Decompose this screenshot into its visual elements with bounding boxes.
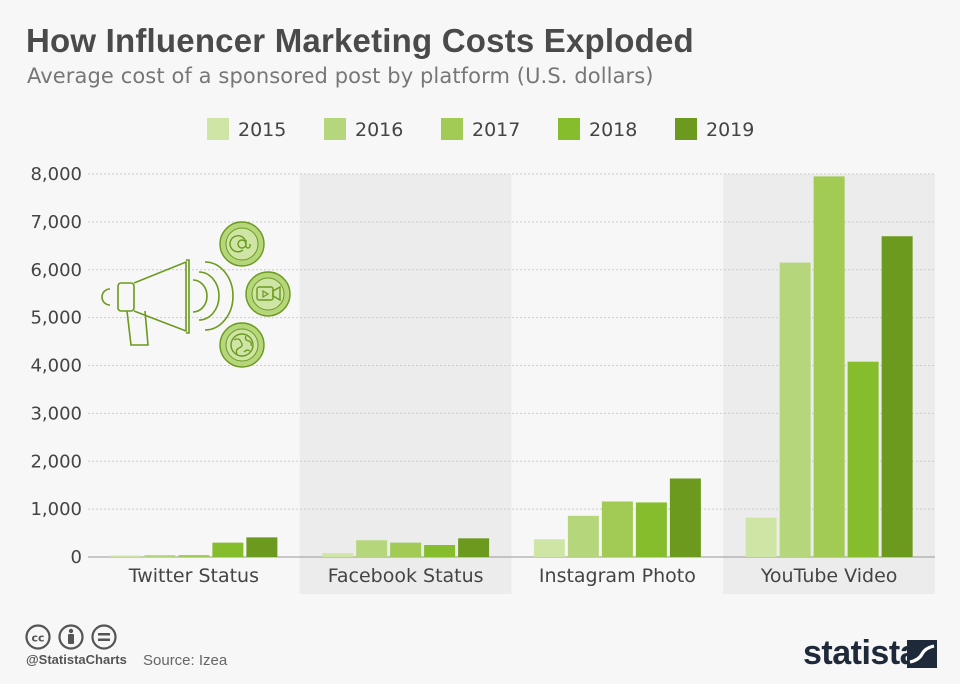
legend-label: 2016 (355, 119, 403, 141)
no-derivatives-icon (91, 624, 117, 650)
bar-2019 (669, 478, 701, 557)
bar-2017 (601, 501, 633, 557)
y-tick-label: 7,000 (30, 212, 82, 233)
category-label: Twitter Status (128, 565, 259, 587)
bars (110, 176, 913, 558)
bar-2015 (533, 539, 565, 557)
bar-2017 (390, 542, 422, 557)
license-icons: cc (25, 624, 117, 650)
legend-label: 2019 (706, 119, 754, 141)
legend-swatch (324, 118, 346, 140)
legend-label: 2018 (589, 119, 637, 141)
category-label: Instagram Photo (539, 565, 696, 587)
page-title: How Influencer Marketing Costs Exploded (26, 22, 694, 59)
bar-2018 (635, 502, 667, 557)
bar-2016 (356, 540, 388, 557)
legend-swatch (207, 118, 229, 140)
y-tick-label: 1,000 (30, 499, 82, 520)
category-labels: Twitter Status Facebook Status Instagram P… (128, 565, 898, 587)
bar-2019 (881, 236, 913, 558)
y-tick-label: 0 (71, 547, 82, 568)
footer-handle: @StatistaCharts (26, 652, 127, 667)
video-camera-icon (245, 271, 291, 317)
bar-2018 (424, 545, 456, 557)
bar-2017 (178, 555, 210, 557)
y-tick-label: 6,000 (30, 260, 82, 281)
bar-2015 (745, 517, 777, 557)
y-tick-label: 3,000 (30, 403, 82, 424)
legend-swatch (558, 118, 580, 140)
bar-2015 (322, 553, 354, 557)
bar-2016 (779, 262, 811, 557)
legend-label: 2017 (472, 119, 520, 141)
y-axis-ticks: 0 1,000 2,000 3,000 4,000 5,000 6,000 7,000 8,00… (30, 164, 82, 568)
svg-text:cc: cc (31, 632, 44, 645)
attribution-icon (58, 624, 84, 650)
legend-swatch (675, 118, 697, 140)
bar-2018 (847, 361, 879, 557)
category-label: Facebook Status (328, 565, 484, 587)
legend-label: 2015 (238, 119, 286, 141)
y-tick-label: 5,000 (30, 308, 82, 329)
megaphone-icon (101, 259, 234, 346)
bar-2019 (246, 537, 278, 557)
legend-swatch (441, 118, 463, 140)
y-tick-label: 2,000 (30, 451, 82, 472)
bar-2018 (212, 542, 244, 557)
at-sign-icon (219, 221, 265, 267)
bar-2017 (813, 176, 845, 558)
category-label: YouTube Video (760, 565, 898, 587)
bar-2015 (110, 555, 142, 557)
creative-commons-icon: cc (25, 624, 51, 650)
brand-name: statista (803, 634, 919, 672)
bar-2016 (567, 515, 599, 557)
y-tick-label: 8,000 (30, 164, 82, 185)
footer-source: Source: Izea (143, 652, 228, 669)
category-band (299, 174, 512, 594)
page-subtitle: Average cost of a sponsored post by plat… (27, 64, 654, 88)
bar-2016 (144, 555, 176, 557)
bar-2019 (458, 538, 490, 557)
statista-logo-icon (907, 640, 937, 668)
y-tick-label: 4,000 (30, 356, 82, 377)
globe-icon (219, 322, 265, 368)
legend: 2015 2016 2017 2018 2019 (207, 118, 754, 141)
